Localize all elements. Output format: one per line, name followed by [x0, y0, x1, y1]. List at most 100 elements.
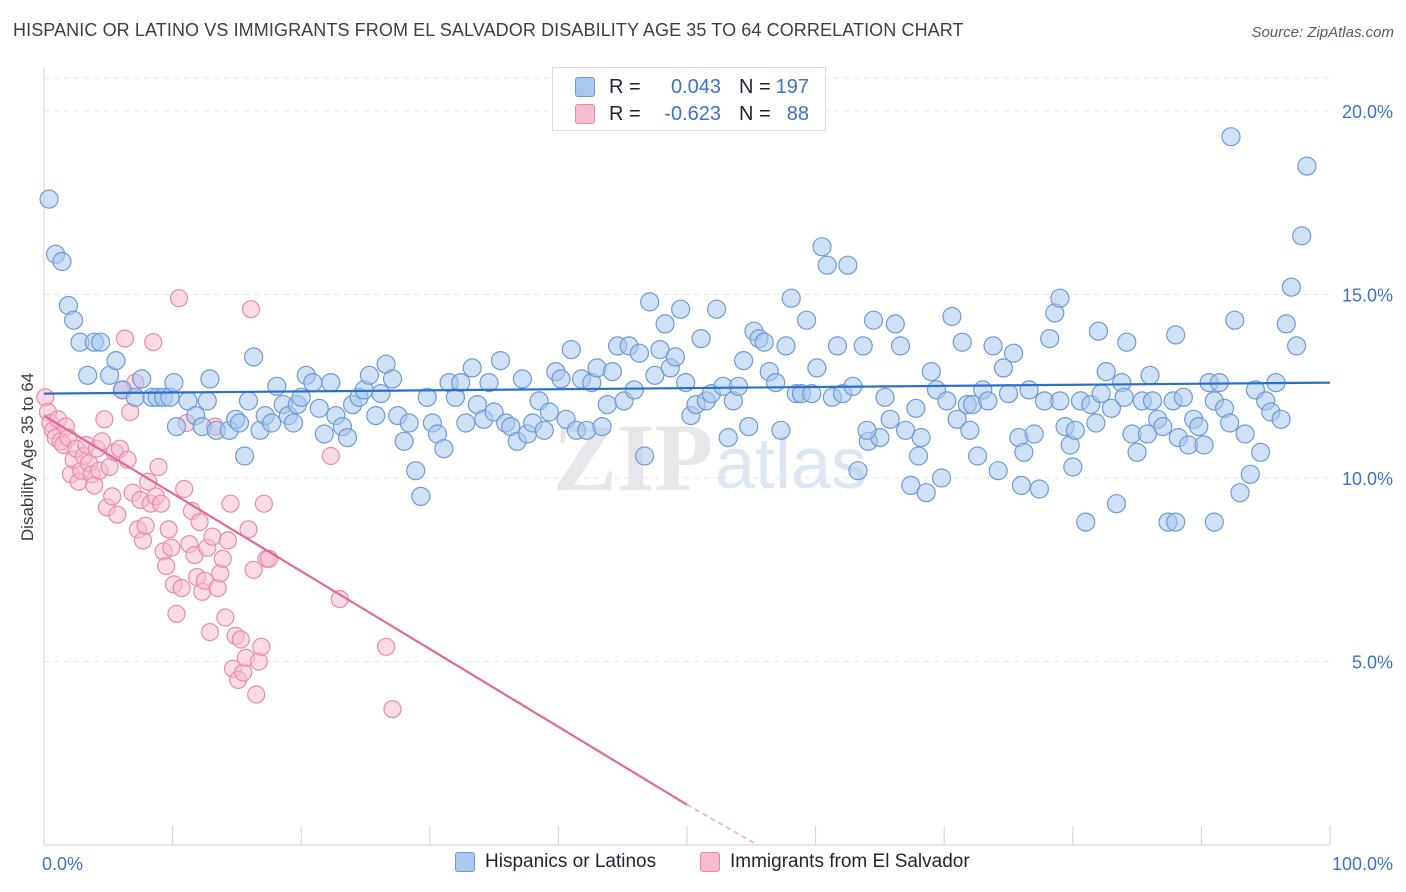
blue-swatch	[575, 77, 595, 97]
data-point	[1127, 442, 1147, 462]
data-point	[838, 255, 858, 275]
data-point	[629, 343, 650, 363]
data-point	[229, 413, 250, 433]
data-point	[139, 472, 158, 491]
data-point	[754, 332, 774, 352]
data-point	[200, 622, 219, 642]
data-point	[399, 413, 419, 433]
data-point	[807, 358, 827, 378]
data-point	[252, 637, 271, 656]
data-point	[534, 420, 554, 440]
data-point	[937, 391, 957, 411]
chart-legend: Hispanics or Latinos Immigrants from El …	[0, 851, 1406, 879]
grid-lines	[44, 77, 1330, 663]
data-point	[249, 652, 268, 671]
data-point	[115, 329, 135, 348]
data-point	[1140, 365, 1160, 385]
data-point	[771, 420, 791, 440]
data-point	[149, 457, 168, 477]
data-point	[125, 387, 145, 407]
data-point	[812, 237, 832, 257]
y-tick-label: 10.0%	[1342, 469, 1393, 489]
data-point	[1220, 413, 1240, 433]
legend-label: Immigrants from El Salvador	[730, 851, 970, 872]
data-point	[1276, 314, 1296, 334]
blue-swatch	[455, 852, 475, 872]
data-point	[967, 446, 988, 466]
data-point	[908, 446, 929, 466]
data-point	[863, 310, 884, 330]
data-point	[1166, 512, 1186, 532]
data-point	[952, 332, 972, 352]
data-point	[512, 369, 533, 389]
data-point	[39, 189, 59, 209]
data-point	[337, 428, 358, 448]
data-point	[490, 351, 511, 371]
data-point	[157, 556, 176, 576]
data-point	[1024, 424, 1044, 444]
trend-line-el-salvador-extension	[686, 803, 759, 846]
data-point	[998, 384, 1019, 404]
data-point	[901, 475, 921, 495]
data-point	[1221, 127, 1241, 147]
data-point	[218, 531, 237, 550]
pink-swatch	[700, 852, 720, 872]
data-point	[781, 288, 801, 308]
data-point	[1040, 329, 1060, 349]
data-point	[1096, 362, 1116, 382]
data-point	[640, 292, 660, 312]
data-point	[406, 461, 426, 481]
y-tick-label: 15.0%	[1342, 286, 1393, 306]
data-point	[159, 520, 178, 539]
data-point	[1250, 442, 1271, 462]
data-point	[164, 373, 184, 393]
data-point	[203, 527, 222, 546]
data-point	[895, 420, 916, 440]
data-point	[166, 417, 187, 437]
data-point	[1286, 336, 1307, 356]
data-point	[103, 487, 122, 506]
data-point	[875, 387, 895, 407]
data-point	[1235, 424, 1255, 444]
data-point	[216, 608, 235, 627]
data-point	[1063, 457, 1083, 477]
trend-line-hispanics	[43, 381, 1331, 395]
data-point	[231, 630, 250, 649]
data-point	[197, 391, 217, 411]
data-point	[947, 409, 967, 429]
data-point	[238, 391, 259, 411]
data-point	[1106, 494, 1127, 514]
data-point	[1153, 417, 1173, 437]
data-point	[650, 340, 670, 360]
tick-labels: 5.0% 10.0% 15.0% 20.0% 0.0% 100.0%	[42, 102, 1393, 874]
data-point	[1173, 387, 1194, 407]
data-point	[1142, 391, 1163, 411]
data-point	[776, 336, 796, 356]
data-point	[235, 446, 255, 466]
data-point	[234, 663, 253, 682]
y-tick-label: 20.0%	[1342, 102, 1393, 122]
data-point	[978, 391, 998, 411]
data-point	[1076, 512, 1096, 532]
data-point	[718, 428, 738, 448]
data-point	[1271, 409, 1291, 429]
data-point	[456, 413, 476, 433]
data-point	[221, 494, 240, 513]
r-value: -0.623	[664, 102, 721, 125]
data-point	[291, 387, 311, 407]
trend-line-el-salvador	[43, 414, 688, 806]
r-value: 0.043	[670, 75, 721, 98]
data-point	[479, 373, 499, 393]
data-point	[283, 413, 304, 433]
data-point	[377, 637, 396, 656]
data-point	[1297, 156, 1317, 176]
data-point	[108, 505, 127, 524]
data-point	[151, 494, 171, 513]
data-point	[366, 406, 386, 426]
data-point	[162, 538, 181, 557]
chart-title: HISPANIC OR LATINO VS IMMIGRANTS FROM EL…	[13, 20, 964, 40]
legend-item-el-salvador: Immigrants from El Salvador	[700, 851, 970, 873]
data-point	[1101, 398, 1122, 418]
data-point	[314, 424, 334, 444]
data-point	[931, 468, 952, 488]
